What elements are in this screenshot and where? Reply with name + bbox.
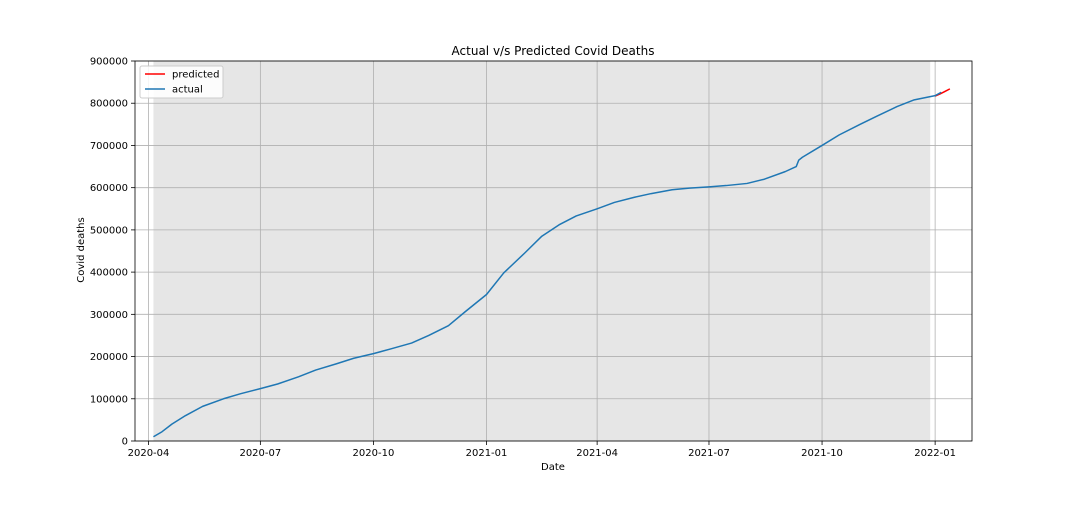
y-tick-label: 0 — [122, 437, 128, 448]
x-tick-label: 2021-01 — [466, 448, 508, 459]
legend-label-actual: actual — [172, 85, 203, 96]
legend-label-predicted: predicted — [172, 70, 219, 81]
axes-frame — [134, 60, 973, 442]
y-axis-label: Covid deaths — [76, 217, 87, 282]
legend: predicted actual — [139, 65, 224, 99]
y-tick-label: 800000 — [90, 99, 128, 110]
y-tick-label: 300000 — [90, 310, 128, 321]
chart-title: Actual v/s Predicted Covid Deaths — [452, 44, 655, 58]
y-tick-label: 700000 — [90, 141, 128, 152]
x-tick-label: 2021-04 — [576, 448, 618, 459]
plot-area: 2020-04 2020-07 2020-10 2021-01 2021-04 2021-… — [90, 57, 973, 459]
x-tick-label: 2021-10 — [801, 448, 843, 459]
x-tick-label: 2020-07 — [239, 448, 281, 459]
y-tick-label: 600000 — [90, 183, 128, 194]
x-axis-label: Date — [541, 462, 565, 473]
y-tick-label: 400000 — [90, 268, 128, 279]
x-tick-label: 2020-10 — [353, 448, 395, 459]
x-tick-label: 2020-04 — [128, 448, 170, 459]
series-line-actual — [153, 91, 942, 438]
y-tick-label: 200000 — [90, 352, 128, 363]
x-tick-label: 2022-01 — [914, 448, 956, 459]
x-tick-label: 2021-07 — [688, 448, 730, 459]
y-tick-label: 100000 — [90, 394, 128, 405]
y-tick-label: 500000 — [90, 225, 128, 236]
y-tick-label: 900000 — [90, 57, 128, 68]
shaded-region — [153, 61, 931, 441]
